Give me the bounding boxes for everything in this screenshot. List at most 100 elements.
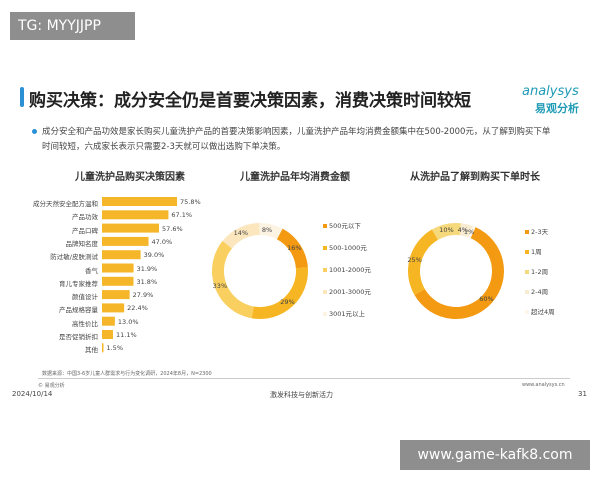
donut-slice bbox=[259, 223, 283, 240]
slice-label: 25% bbox=[407, 256, 422, 265]
slice-label: 1% bbox=[463, 228, 475, 237]
legend-item: 3001元以上 bbox=[323, 308, 365, 318]
bar-category-label: 香气 bbox=[85, 266, 98, 275]
legend-swatch bbox=[323, 224, 327, 228]
slice-label: 4% bbox=[457, 226, 468, 235]
logo: analysys bbox=[522, 84, 579, 99]
legend-label: 2-3天 bbox=[531, 228, 549, 236]
bar-value-label: 11.1% bbox=[115, 331, 137, 339]
bar bbox=[102, 236, 149, 246]
slice-label: 14% bbox=[233, 229, 249, 238]
bar-value-label: 31.8% bbox=[136, 277, 158, 286]
bar-category-label: 颜值设计 bbox=[72, 293, 98, 302]
legend-swatch bbox=[525, 250, 529, 254]
legend-label: 1001-2000元 bbox=[329, 266, 371, 274]
source-note: 数据来源：中国3-6岁儿童人群需求与行为变化调研，2024年8月，N=2300 bbox=[42, 371, 212, 377]
legend-swatch bbox=[525, 290, 529, 294]
legend-item: 1001-2000元 bbox=[323, 264, 371, 274]
slice-label: 8% bbox=[261, 226, 273, 235]
legend-item: 1-2周 bbox=[525, 266, 548, 276]
bar bbox=[102, 330, 113, 339]
watermark-bottom-right: www.game-kafk8.com bbox=[400, 440, 590, 470]
donut-slice bbox=[432, 223, 462, 240]
legend-swatch bbox=[323, 268, 327, 272]
copyright: © 易观分析 bbox=[38, 383, 65, 389]
legend-swatch bbox=[525, 230, 529, 234]
bar-value-label: 13.0% bbox=[117, 317, 139, 326]
bar-value-label: 1.5% bbox=[106, 344, 123, 353]
donut1-title: 儿童洗护品年均消费金额 bbox=[240, 172, 350, 183]
donut-slice bbox=[211, 240, 254, 319]
legend-item: 500-1000元 bbox=[323, 242, 367, 252]
donut-slice bbox=[222, 223, 260, 249]
title-accent-bar bbox=[20, 87, 24, 107]
legend-item: 2-4周 bbox=[525, 286, 548, 296]
legend-label: 3001元以上 bbox=[329, 310, 366, 318]
date: 2024/10/14 bbox=[12, 390, 53, 398]
bar bbox=[102, 343, 104, 353]
legend-item: 超过4周 bbox=[525, 306, 555, 316]
footer-divider bbox=[38, 378, 570, 379]
legend-label: 1-2周 bbox=[531, 268, 549, 276]
donut-slice bbox=[276, 228, 308, 269]
bar-category-label: 防过敏/皮肤测试 bbox=[50, 253, 98, 262]
bullet-icon bbox=[32, 129, 37, 134]
page-number: 31 bbox=[578, 390, 587, 398]
bar-value-label: 67.1% bbox=[171, 211, 193, 220]
bar-value-label: 57.6% bbox=[162, 224, 183, 233]
bar-value-label: 47.0% bbox=[151, 237, 173, 246]
bar-category-label: 产品口碑 bbox=[72, 226, 98, 235]
bar bbox=[102, 263, 134, 273]
bar-category-label: 产品规格容量 bbox=[59, 306, 98, 315]
bar-category-label: 育儿专家推荐 bbox=[59, 279, 98, 288]
bar bbox=[102, 290, 130, 300]
legend-item: 2001-3000元 bbox=[323, 286, 371, 296]
bar-value-label: 31.9% bbox=[136, 264, 158, 273]
legend-label: 1周 bbox=[531, 248, 542, 256]
slice-label: 10% bbox=[439, 225, 454, 234]
legend-item: 500元以下 bbox=[323, 220, 361, 230]
donut-slice bbox=[459, 223, 473, 238]
bar bbox=[102, 210, 169, 220]
bar-category-label: 高性价比 bbox=[72, 319, 98, 328]
legend-swatch bbox=[525, 310, 529, 314]
legend-item: 1周 bbox=[525, 246, 542, 256]
bar-category-label: 品牌知名度 bbox=[65, 239, 99, 248]
watermark-top-left: TG: MYYJJPP bbox=[10, 12, 135, 40]
legend-swatch bbox=[525, 270, 529, 274]
donut-slice bbox=[468, 226, 476, 239]
legend-label: 超过4周 bbox=[531, 308, 555, 316]
bar bbox=[102, 316, 115, 326]
bar-value-label: 27.9% bbox=[132, 291, 154, 300]
legend-item: 2-3天 bbox=[525, 226, 548, 236]
slide-title: 购买决策：成分安全仍是首要决策因素，消费决策时间较短 bbox=[29, 91, 471, 111]
bar-chart-title: 儿童洗护品购买决策因素 bbox=[75, 172, 185, 183]
website: www.analysys.cn bbox=[522, 382, 565, 388]
legend-swatch bbox=[323, 312, 327, 316]
bar-category-label: 其他 bbox=[85, 346, 98, 355]
bar-value-label: 75.8% bbox=[180, 198, 201, 206]
bar bbox=[102, 276, 134, 286]
bar-value-label: 39.0% bbox=[143, 251, 165, 260]
bar bbox=[102, 223, 160, 233]
bar bbox=[102, 197, 178, 206]
slice-label: 16% bbox=[287, 244, 302, 252]
donut-slice bbox=[408, 229, 438, 295]
bar bbox=[102, 250, 141, 260]
footer-center: 激发科技与创新活力 bbox=[270, 391, 333, 399]
donut2-title: 从洗护品了解到购买下单时长 bbox=[410, 172, 540, 183]
legend-label: 2001-3000元 bbox=[329, 288, 371, 296]
slice-label: 33% bbox=[212, 281, 228, 290]
legend-swatch bbox=[323, 246, 327, 250]
bullet-text-line2: 时间较短，六成家长表示只需要2-3天就可以做出选购下单决策。 bbox=[42, 142, 286, 152]
legend-label: 500-1000元 bbox=[329, 244, 367, 252]
donut-slice bbox=[251, 267, 308, 320]
legend-label: 500元以下 bbox=[329, 222, 361, 230]
bar-value-label: 22.4% bbox=[127, 304, 148, 313]
bar-category-label: 产品功效 bbox=[72, 213, 98, 222]
bar-category-label: 是否促销折扣 bbox=[59, 333, 98, 341]
bullet-text-line1: 成分安全和产品功效是家长购买儿童洗护产品的首要决策影响因素，儿童洗护产品年均消费… bbox=[42, 127, 551, 137]
legend-swatch bbox=[323, 290, 327, 294]
